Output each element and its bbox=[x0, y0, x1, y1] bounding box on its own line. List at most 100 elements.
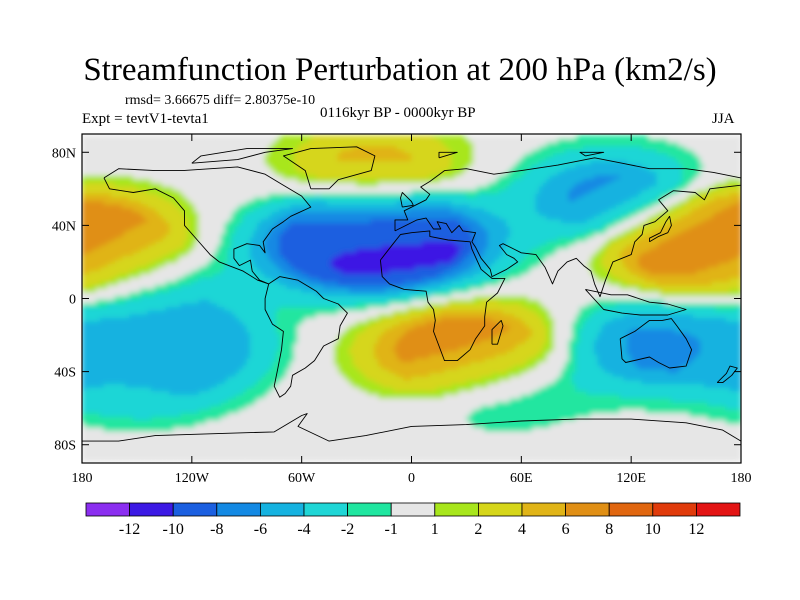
field-cell bbox=[568, 138, 574, 144]
field-cell bbox=[198, 142, 204, 148]
field-cell bbox=[608, 135, 614, 141]
field-cell bbox=[140, 138, 145, 144]
field-cell bbox=[330, 135, 336, 141]
field-cell bbox=[110, 146, 116, 152]
field-cell bbox=[674, 135, 680, 141]
field-cell bbox=[374, 149, 380, 155]
field-cell bbox=[253, 149, 259, 155]
field-cell bbox=[319, 138, 325, 144]
field-cell bbox=[194, 149, 200, 155]
field-cell bbox=[725, 153, 731, 159]
field-cell bbox=[725, 146, 731, 152]
field-cell bbox=[509, 138, 515, 144]
field-cell bbox=[381, 149, 387, 155]
field-cell bbox=[271, 135, 277, 141]
field-cell bbox=[286, 153, 292, 159]
field-cell bbox=[736, 146, 741, 152]
field-cell bbox=[121, 142, 127, 148]
field-cell bbox=[356, 146, 361, 152]
field-cell bbox=[246, 142, 252, 148]
field-cell bbox=[374, 153, 380, 159]
field-cell bbox=[304, 138, 310, 144]
field-cell bbox=[436, 138, 442, 144]
field-cell bbox=[271, 149, 277, 155]
field-cell bbox=[616, 146, 621, 152]
field-cell bbox=[498, 142, 504, 148]
field-cell bbox=[418, 142, 424, 148]
field-cell bbox=[480, 135, 486, 141]
field-cell bbox=[246, 138, 252, 144]
field-cell bbox=[356, 157, 361, 163]
field-cell bbox=[238, 157, 244, 163]
field-cell bbox=[586, 138, 592, 144]
field-cell bbox=[216, 157, 222, 163]
field-cell bbox=[173, 153, 178, 159]
field-cell bbox=[495, 142, 501, 148]
field-cell bbox=[370, 157, 376, 163]
field-cell bbox=[396, 146, 402, 152]
field-cell bbox=[227, 138, 233, 144]
field-cell bbox=[663, 138, 669, 144]
field-cell bbox=[400, 135, 405, 141]
field-cell bbox=[487, 142, 493, 148]
field-cell bbox=[729, 135, 735, 141]
field-cell bbox=[348, 138, 354, 144]
field-cell bbox=[184, 142, 189, 148]
field-cell bbox=[88, 149, 94, 155]
field-cell bbox=[400, 157, 405, 163]
field-cell bbox=[348, 146, 354, 152]
field-cell bbox=[202, 157, 208, 163]
field-cell bbox=[663, 135, 669, 141]
field-cell bbox=[396, 157, 402, 163]
field-cell bbox=[425, 149, 431, 155]
field-cell bbox=[469, 138, 475, 144]
field-cell bbox=[326, 157, 332, 163]
field-cell bbox=[334, 149, 339, 155]
field-cell bbox=[301, 138, 307, 144]
field-cell bbox=[151, 142, 156, 148]
field-cell bbox=[260, 153, 266, 159]
field-cell bbox=[194, 138, 200, 144]
field-cell bbox=[429, 146, 435, 152]
field-cell bbox=[594, 138, 599, 144]
field-cell bbox=[612, 153, 618, 159]
field-cell bbox=[429, 142, 435, 148]
field-cell bbox=[297, 153, 303, 159]
field-cell bbox=[264, 135, 270, 141]
field-cell bbox=[184, 138, 189, 144]
field-cell bbox=[498, 135, 504, 141]
field-cell bbox=[88, 157, 94, 163]
field-cell bbox=[191, 135, 197, 141]
field-cell bbox=[630, 138, 636, 144]
field-cell bbox=[85, 138, 91, 144]
field-cell bbox=[528, 146, 534, 152]
field-cell bbox=[367, 157, 372, 163]
field-cell bbox=[400, 138, 405, 144]
field-cell bbox=[689, 138, 695, 144]
field-cell bbox=[205, 142, 211, 148]
field-cell bbox=[345, 146, 350, 152]
field-cell bbox=[454, 153, 460, 159]
field-cell bbox=[176, 138, 182, 144]
field-cell bbox=[99, 142, 105, 148]
field-cell bbox=[539, 142, 544, 148]
field-cell bbox=[411, 149, 416, 155]
field-cell bbox=[594, 142, 599, 148]
field-cell bbox=[407, 138, 413, 144]
field-cell bbox=[184, 149, 189, 155]
field-cell bbox=[169, 135, 175, 141]
field-cell bbox=[107, 146, 112, 152]
field-cell bbox=[451, 153, 457, 159]
field-cell bbox=[729, 153, 735, 159]
field-cell bbox=[707, 135, 713, 141]
experiment-label: Expt = tevtV1-tevta1 bbox=[82, 111, 209, 127]
field-cell bbox=[557, 138, 563, 144]
field-cell bbox=[107, 157, 112, 163]
field-cell bbox=[722, 149, 728, 155]
field-cell bbox=[121, 146, 127, 152]
field-cell bbox=[583, 138, 588, 144]
field-cell bbox=[198, 157, 204, 163]
field-cell bbox=[616, 142, 621, 148]
field-cell bbox=[561, 146, 566, 152]
streamfunction-field bbox=[82, 135, 741, 462]
